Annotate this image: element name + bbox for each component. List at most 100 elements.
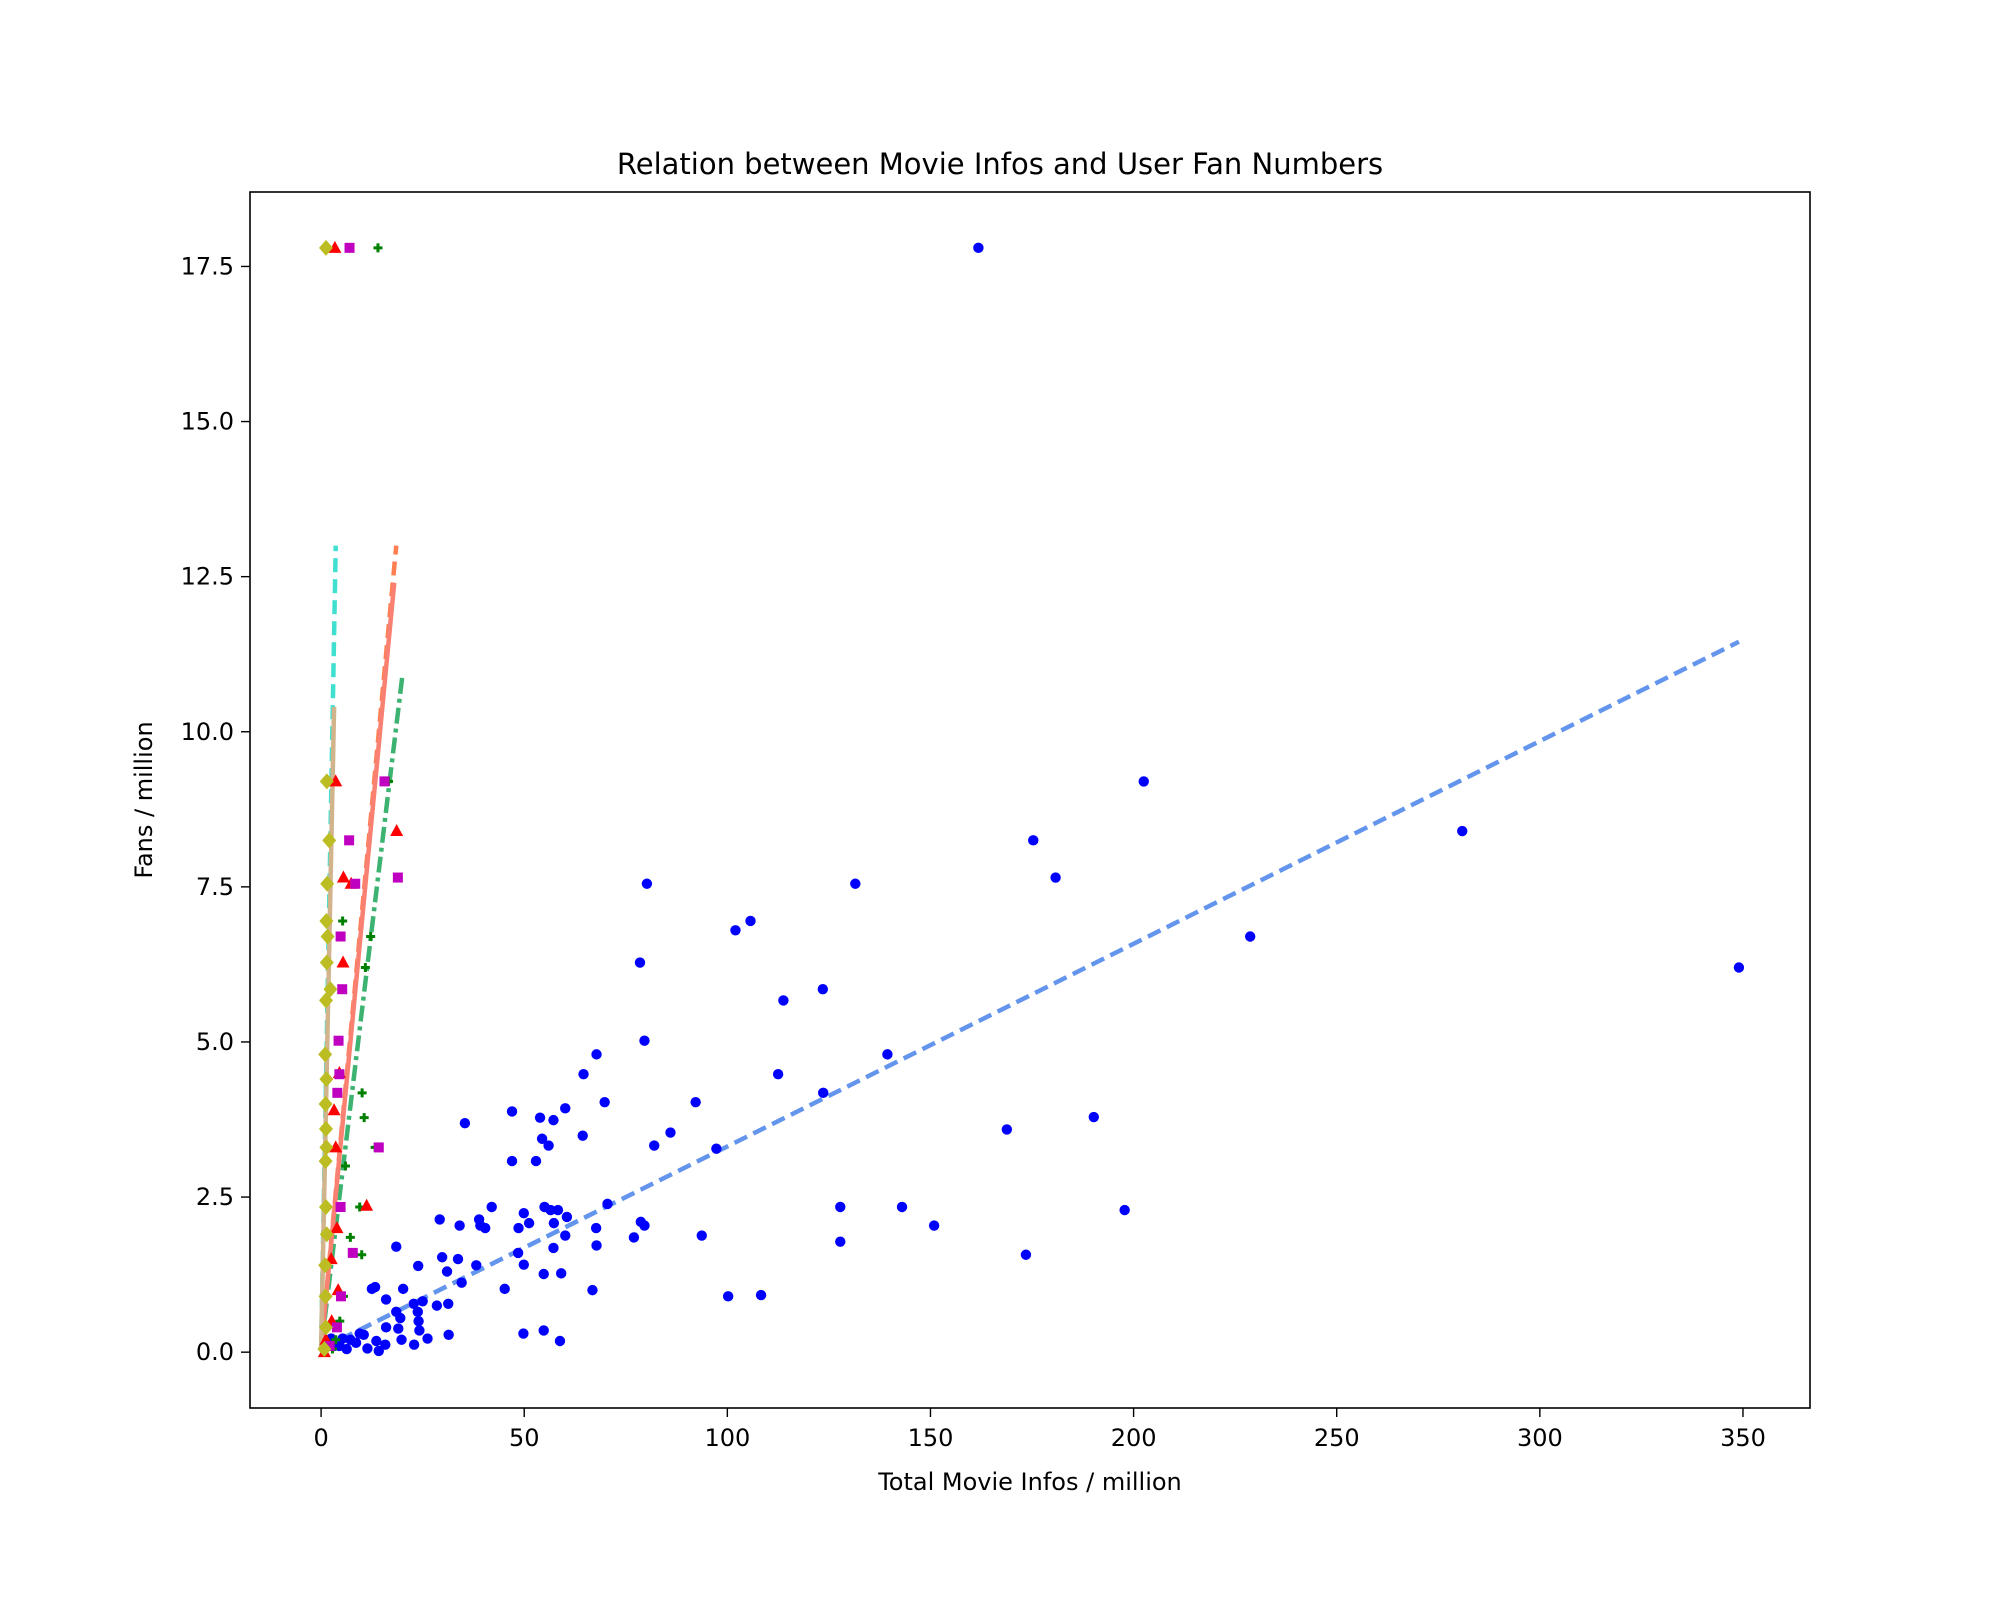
- data-point: [319, 1071, 334, 1088]
- data-point: [330, 1221, 344, 1234]
- data-point: [518, 1207, 530, 1219]
- data-point: [380, 1322, 392, 1333]
- data-point: [318, 1319, 333, 1336]
- data-point: [337, 984, 348, 995]
- data-point: [341, 1343, 352, 1355]
- data-point: [602, 1198, 613, 1210]
- data-point: [332, 1087, 343, 1098]
- data-point: [317, 1341, 332, 1358]
- data-point: [599, 1096, 610, 1108]
- data-point: [696, 1230, 707, 1241]
- data-point: [393, 1323, 404, 1334]
- data-point: [395, 1312, 406, 1324]
- data-point: [390, 824, 404, 837]
- data-point: [344, 835, 355, 846]
- x-tick-label: 0: [313, 1424, 328, 1452]
- x-tick-label: 200: [1111, 1424, 1157, 1452]
- data-point: [443, 1329, 454, 1340]
- data-point: [480, 1222, 491, 1234]
- data-point: [1001, 1124, 1013, 1135]
- data-point: [324, 1340, 335, 1351]
- data-point: [320, 875, 335, 892]
- data-point: [335, 1201, 346, 1212]
- data-point: [578, 1069, 589, 1080]
- data-point: [380, 1339, 391, 1350]
- data-point: [577, 1130, 588, 1141]
- x-tick-label: 250: [1314, 1424, 1360, 1452]
- data-point: [336, 955, 350, 968]
- data-point: [690, 1096, 701, 1108]
- data-point: [548, 1114, 559, 1126]
- fit-line: [318, 675, 405, 1350]
- data-point: [320, 928, 335, 945]
- data-point: [548, 1242, 559, 1254]
- data-point: [471, 1260, 482, 1271]
- data-point: [436, 1252, 448, 1263]
- data-point: [328, 240, 342, 253]
- data-point: [560, 1230, 571, 1241]
- x-axis-ticks: 0 50 100 150 200 250 300 350: [313, 1408, 1766, 1452]
- data-point: [414, 1325, 425, 1336]
- y-tick-label: 15.0: [181, 408, 234, 436]
- x-tick-label: 350: [1720, 1424, 1766, 1452]
- data-point: [360, 1198, 374, 1211]
- data-point: [548, 1217, 560, 1229]
- y-tick-label: 17.5: [181, 252, 234, 280]
- data-points: [317, 239, 1745, 1358]
- data-point: [554, 1335, 566, 1347]
- data-point: [397, 1283, 409, 1295]
- data-point: [422, 1333, 433, 1344]
- fit-line: [320, 639, 1740, 1352]
- data-point: [459, 1118, 471, 1129]
- data-point: [392, 872, 403, 883]
- data-point: [745, 915, 756, 927]
- data-point: [518, 1259, 530, 1270]
- data-point: [354, 1328, 365, 1339]
- data-point: [366, 931, 376, 941]
- data-point: [928, 1220, 940, 1231]
- data-point: [357, 1088, 367, 1098]
- data-point: [456, 1277, 467, 1288]
- data-point: [331, 1335, 341, 1345]
- data-point: [639, 1220, 650, 1231]
- data-point: [319, 954, 334, 971]
- plot-area: [250, 192, 1810, 1408]
- fit-lines: [318, 545, 1740, 1352]
- data-point: [441, 1266, 453, 1277]
- data-point: [318, 992, 333, 1009]
- data-point: [318, 239, 333, 256]
- data-point: [334, 1069, 345, 1080]
- data-point: [555, 1268, 567, 1279]
- y-tick-label: 0.0: [196, 1338, 234, 1366]
- y-tick-label: 2.5: [196, 1183, 234, 1211]
- data-point: [523, 1217, 535, 1229]
- data-point: [322, 832, 337, 849]
- data-point: [379, 776, 390, 787]
- data-point: [755, 1289, 767, 1301]
- data-point: [499, 1283, 510, 1295]
- data-point: [538, 1325, 549, 1336]
- data-point: [778, 995, 789, 1006]
- data-point: [434, 1214, 445, 1225]
- data-point: [318, 1120, 333, 1137]
- y-axis-label: Fans / million: [130, 721, 158, 878]
- data-point: [772, 1069, 784, 1080]
- data-point: [318, 1046, 333, 1063]
- data-point: [391, 1241, 402, 1252]
- plot-frame: [249, 191, 1811, 1409]
- data-point: [319, 773, 334, 790]
- data-point: [552, 1204, 564, 1216]
- data-point: [318, 1153, 333, 1170]
- data-point: [513, 1222, 524, 1234]
- data-point: [530, 1155, 542, 1167]
- data-point: [366, 1283, 378, 1295]
- data-point: [649, 1140, 660, 1151]
- data-point: [1457, 825, 1468, 837]
- x-tick-label: 100: [704, 1424, 750, 1452]
- data-point: [591, 1049, 602, 1060]
- data-point: [590, 1222, 602, 1234]
- data-point: [896, 1201, 908, 1213]
- data-point: [561, 1211, 573, 1223]
- data-point: [486, 1201, 497, 1213]
